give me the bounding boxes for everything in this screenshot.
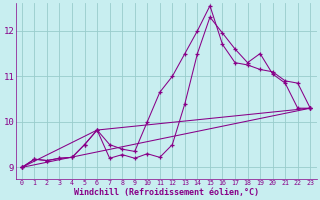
- X-axis label: Windchill (Refroidissement éolien,°C): Windchill (Refroidissement éolien,°C): [74, 188, 259, 197]
